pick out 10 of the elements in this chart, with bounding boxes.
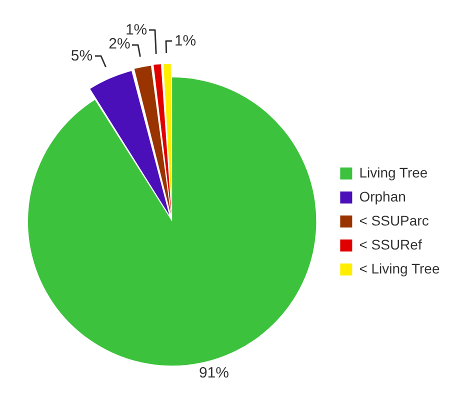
- data-label: 2%: [108, 36, 130, 53]
- data-label: 1%: [174, 32, 196, 50]
- legend-label: Living Tree: [359, 164, 428, 180]
- data-label: 5%: [70, 47, 93, 64]
- data-label: 91%: [198, 364, 229, 382]
- legend-label: < Living Tree: [359, 260, 440, 276]
- legend-label: < SSUParc: [359, 212, 429, 228]
- legend-label: Orphan: [359, 188, 406, 204]
- legend-label: < SSURef: [359, 236, 422, 252]
- data-label: 1%: [125, 21, 148, 38]
